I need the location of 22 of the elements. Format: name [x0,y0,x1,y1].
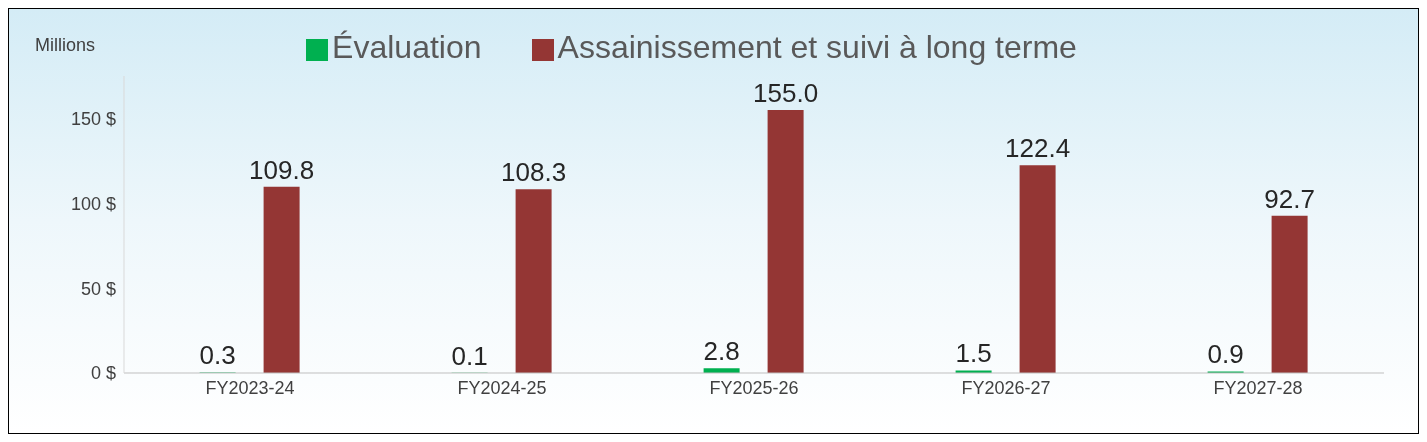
data-label: 155.0 [753,77,819,108]
x-tick-label: FY2025-26 [709,377,799,398]
data-label: 122.4 [1005,133,1071,164]
data-label: 2.8 [703,336,740,367]
x-tick-label: FY2027-28 [1213,377,1303,398]
data-label: 0.3 [199,340,236,371]
data-label: 0.1 [451,340,488,371]
y-tick-label: 100 $ [70,193,116,214]
data-label: 92.7 [1264,183,1315,214]
x-tick-label: FY2023-24 [205,377,295,398]
data-label: 1.5 [955,338,992,369]
x-tick-label: FY2024-25 [457,377,547,398]
y-tick-label: 150 $ [70,108,116,129]
data-label: 0.9 [1207,339,1244,370]
y-tick-label: 0 $ [90,363,116,384]
data-label: 108.3 [501,157,567,188]
legend-label: Évaluation [332,29,482,65]
legend-label: Assainissement et suivi à long terme [557,29,1077,65]
data-label: 109.8 [249,154,315,185]
y-tick-label: 50 $ [80,278,116,299]
y-axis-title: Millions [35,35,96,56]
x-tick-label: FY2026-27 [961,377,1051,398]
